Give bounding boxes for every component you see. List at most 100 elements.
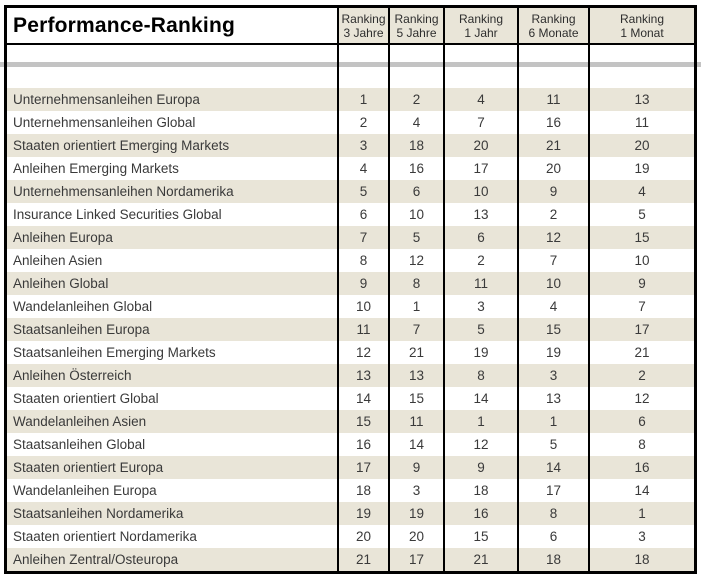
row-label: Unternehmensanleihen Global	[13, 115, 196, 130]
table-row: Unternehmensanleihen Global 2 4 7 16 11	[7, 111, 694, 134]
row-label: Anleihen Österreich	[13, 368, 132, 383]
header-row: Performance-Ranking Ranking 3 Jahre Rankin…	[7, 8, 694, 45]
rank-value: 12	[517, 226, 588, 249]
column-header-line2: 1 Monat	[620, 25, 664, 40]
row-label: Anleihen Asien	[13, 253, 103, 268]
rank-value: 19	[443, 341, 517, 364]
empty-cell	[443, 45, 517, 62]
rank-value: 12	[388, 249, 443, 272]
rank-value: 4	[443, 88, 517, 111]
rank-value: 8	[588, 433, 694, 456]
row-label: Anleihen Europa	[13, 230, 113, 245]
row-label: Staatsanleihen Global	[13, 437, 146, 452]
row-label: Staaten orientiert Europa	[13, 460, 164, 475]
rank-value: 13	[443, 203, 517, 226]
table-row: Insurance Linked Securities Global 6 10 13 2…	[7, 203, 694, 226]
empty-label-cell	[7, 62, 337, 88]
row-label: Staaten orientiert Global	[13, 391, 159, 406]
rank-value: 15	[588, 226, 694, 249]
rank-value: 17	[443, 157, 517, 180]
column-header-line1: Ranking	[394, 11, 439, 26]
rank-value: 7	[443, 111, 517, 134]
rank-value: 11	[443, 272, 517, 295]
rank-value: 12	[588, 387, 694, 410]
rank-value: 3	[517, 364, 588, 387]
rank-value: 8	[337, 249, 388, 272]
rank-value: 8	[388, 272, 443, 295]
rank-value: 6	[443, 226, 517, 249]
rank-value: 11	[517, 88, 588, 111]
rank-value: 18	[443, 479, 517, 502]
rank-value: 4	[337, 157, 388, 180]
rank-value: 15	[337, 410, 388, 433]
rank-value: 5	[443, 318, 517, 341]
empty-cell	[443, 62, 517, 88]
empty-cell	[337, 45, 388, 62]
rank-value: 19	[588, 157, 694, 180]
empty-cell	[517, 45, 588, 62]
page-title: Performance-Ranking	[7, 8, 337, 43]
table-row: Anleihen Global 9 8 11 10 9	[7, 272, 694, 295]
row-label: Staaten orientiert Emerging Markets	[13, 138, 230, 153]
rank-value: 5	[517, 433, 588, 456]
column-header-line2: 3 Jahre	[343, 25, 384, 40]
rank-value: 6	[517, 525, 588, 548]
rank-value: 3	[388, 479, 443, 502]
rank-value: 2	[443, 249, 517, 272]
row-label: Staaten orientiert Nordamerika	[13, 529, 197, 544]
rank-value: 5	[337, 180, 388, 203]
table-row: Anleihen Europa 7 5 6 12 15	[7, 226, 694, 249]
rank-value: 12	[443, 433, 517, 456]
column-header: Ranking 5 Jahre	[388, 8, 443, 43]
rank-value: 8	[443, 364, 517, 387]
column-header-line2: 1 Jahr	[464, 25, 498, 40]
rank-value: 6	[388, 180, 443, 203]
rank-value: 1	[337, 88, 388, 111]
rank-value: 10	[388, 203, 443, 226]
rank-value: 21	[388, 341, 443, 364]
rank-value: 15	[388, 387, 443, 410]
column-header: Ranking 1 Jahr	[443, 8, 517, 43]
row-label: Anleihen Emerging Markets	[13, 161, 179, 176]
empty-cell	[588, 45, 694, 62]
rank-value: 9	[443, 456, 517, 479]
rank-value: 16	[443, 502, 517, 525]
rank-value: 18	[388, 134, 443, 157]
rank-value: 14	[443, 387, 517, 410]
rank-value: 1	[588, 502, 694, 525]
rank-value: 17	[517, 479, 588, 502]
rank-value: 21	[443, 548, 517, 571]
table-row: Unternehmensanleihen Nordamerika 5 6 10 9 4	[7, 180, 694, 203]
row-label: Anleihen Global	[13, 276, 109, 291]
rank-value: 20	[388, 525, 443, 548]
rank-value: 14	[517, 456, 588, 479]
rank-value: 9	[517, 180, 588, 203]
rank-value: 3	[337, 134, 388, 157]
rank-value: 21	[517, 134, 588, 157]
column-header-line2: 5 Jahre	[396, 25, 437, 40]
rank-value: 13	[588, 88, 694, 111]
rank-value: 8	[517, 502, 588, 525]
row-label: Wandelanleihen Global	[13, 299, 153, 314]
table-row: Staaten orientiert Global 14 15 14 13 12	[7, 387, 694, 410]
rank-value: 21	[337, 548, 388, 571]
rank-value: 3	[443, 295, 517, 318]
column-header: Ranking 1 Monat	[588, 8, 694, 43]
rank-value: 7	[337, 226, 388, 249]
rank-value: 11	[388, 410, 443, 433]
rank-value: 1	[443, 410, 517, 433]
rank-value: 9	[337, 272, 388, 295]
rank-value: 18	[337, 479, 388, 502]
gap-row	[7, 62, 694, 88]
table-row: Anleihen Asien 8 12 2 7 10	[7, 249, 694, 272]
separator-line	[0, 62, 701, 67]
rank-value: 10	[588, 249, 694, 272]
column-header: Ranking 3 Jahre	[337, 8, 388, 43]
column-header-line2: 6 Monate	[528, 25, 579, 40]
rank-value: 4	[588, 180, 694, 203]
rank-value: 17	[337, 456, 388, 479]
rank-value: 2	[588, 364, 694, 387]
table-row: Wandelanleihen Global 10 1 3 4 7	[7, 295, 694, 318]
row-label: Staatsanleihen Europa	[13, 322, 150, 337]
rank-value: 14	[337, 387, 388, 410]
